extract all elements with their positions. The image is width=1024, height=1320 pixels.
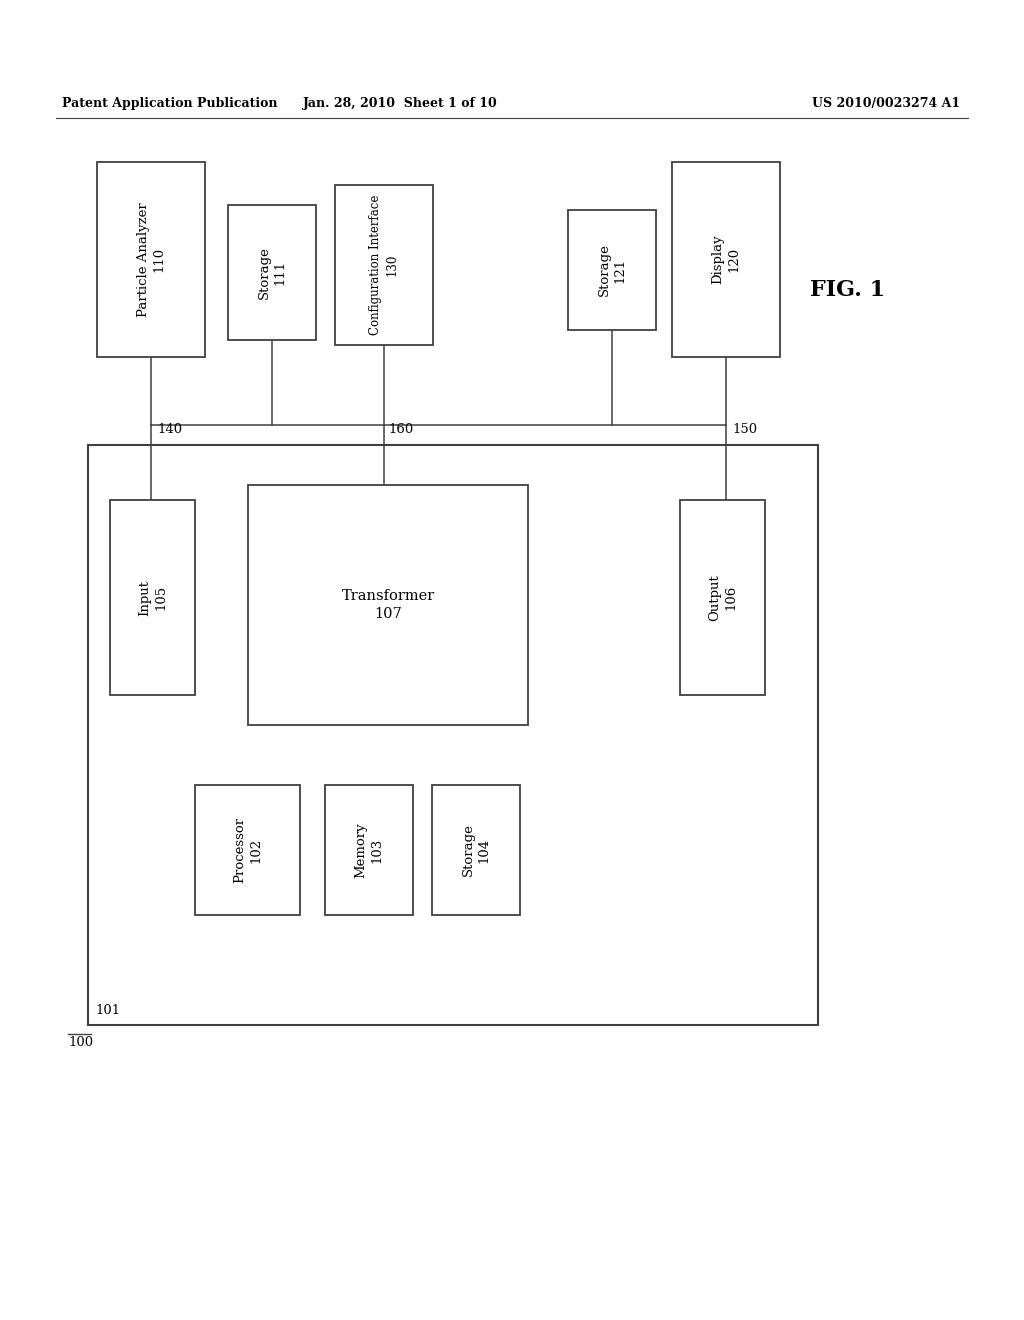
Text: US 2010/0023274 A1: US 2010/0023274 A1 [812, 96, 961, 110]
Text: Storage
111: Storage 111 [257, 246, 287, 298]
Text: 100: 100 [68, 1035, 93, 1048]
Bar [680, 500, 765, 696]
Text: 160: 160 [388, 424, 414, 437]
Text: Jan. 28, 2010  Sheet 1 of 10: Jan. 28, 2010 Sheet 1 of 10 [303, 96, 498, 110]
Bar [432, 785, 520, 915]
Text: Output
106: Output 106 [708, 574, 737, 620]
Bar [335, 185, 433, 345]
Text: Processor
102: Processor 102 [233, 817, 262, 883]
Bar [110, 500, 195, 696]
Text: FIG. 1: FIG. 1 [810, 279, 886, 301]
Text: Memory
103: Memory 103 [354, 822, 384, 878]
Bar [568, 210, 656, 330]
Text: Storage
104: Storage 104 [462, 824, 490, 876]
Text: Transformer
107: Transformer 107 [341, 589, 434, 620]
Text: 101: 101 [95, 1003, 120, 1016]
Text: Display
120: Display 120 [712, 235, 740, 284]
Text: Input
105: Input 105 [138, 579, 167, 615]
Bar [248, 484, 528, 725]
Bar [325, 785, 413, 915]
Text: Patent Application Publication: Patent Application Publication [62, 96, 278, 110]
Text: Storage
121: Storage 121 [597, 244, 627, 297]
Text: Configuration Interface
130: Configuration Interface 130 [370, 195, 398, 335]
Text: Particle Analyzer
110: Particle Analyzer 110 [136, 202, 166, 317]
Text: 140: 140 [157, 424, 182, 437]
Bar [672, 162, 780, 356]
Bar [97, 162, 205, 356]
Bar [228, 205, 316, 341]
Bar [195, 785, 300, 915]
Bar [88, 445, 818, 1026]
Text: 150: 150 [732, 424, 757, 437]
